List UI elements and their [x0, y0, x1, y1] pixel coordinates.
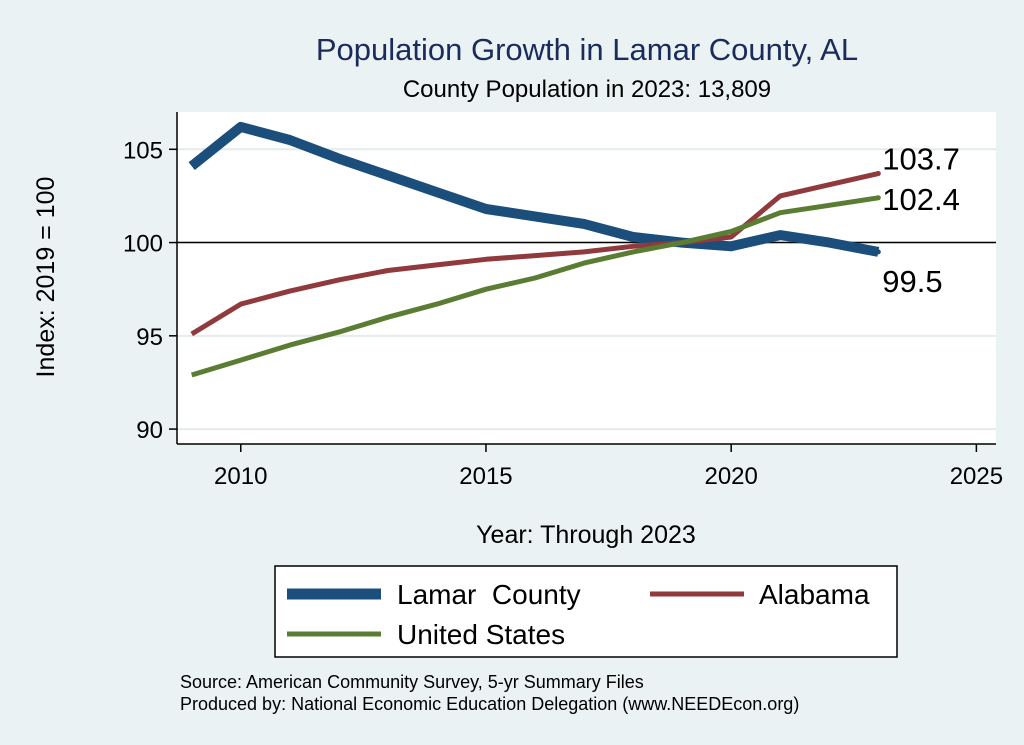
end-label-0: 99.5	[882, 264, 942, 299]
plot-area	[177, 112, 996, 444]
y-tick-label-95: 95	[136, 324, 163, 351]
series-line-alabama	[190, 171, 879, 337]
producer-note: Produced by: National Economic Education…	[180, 694, 799, 714]
series-end-marker-2	[875, 195, 881, 201]
end-labels: 99.5 103.7 102.4	[882, 142, 960, 299]
end-label-1: 103.7	[882, 142, 960, 177]
x-tick-label-2015: 2015	[459, 463, 512, 490]
chart-title: Population Growth in Lamar County, AL	[316, 32, 858, 67]
series-end-marker-0	[875, 249, 881, 255]
legend: Lamar County Alabama United States	[274, 565, 898, 658]
legend-box	[274, 565, 898, 658]
y-axis-label: Index: 2019 = 100	[32, 177, 60, 378]
y-tick-label-105: 105	[123, 137, 163, 164]
y-tick-label-100: 100	[123, 231, 163, 258]
x-tick-label-2010: 2010	[214, 463, 267, 490]
end-label-2: 102.4	[882, 182, 960, 217]
series-line-united-states	[190, 195, 879, 378]
legend-label-lamar: Lamar County	[397, 579, 581, 610]
x-tick-label-2020: 2020	[704, 463, 757, 490]
source-note: Source: American Community Survey, 5-yr …	[180, 672, 644, 692]
axes: 90 95 100 105 2010 2015 2020 2025	[123, 112, 1003, 490]
legend-label-alabama: Alabama	[759, 579, 870, 610]
series-lines	[188, 121, 881, 378]
series-end-marker-1	[875, 171, 881, 177]
chart-subtitle: County Population in 2023: 13,809	[403, 76, 771, 103]
x-axis-label: Year: Through 2023	[476, 521, 696, 549]
series-line-lamar-county	[188, 121, 880, 257]
legend-label-us: United States	[397, 619, 565, 650]
x-tick-label-2025: 2025	[950, 463, 1003, 490]
y-tick-label-90: 90	[136, 417, 163, 444]
